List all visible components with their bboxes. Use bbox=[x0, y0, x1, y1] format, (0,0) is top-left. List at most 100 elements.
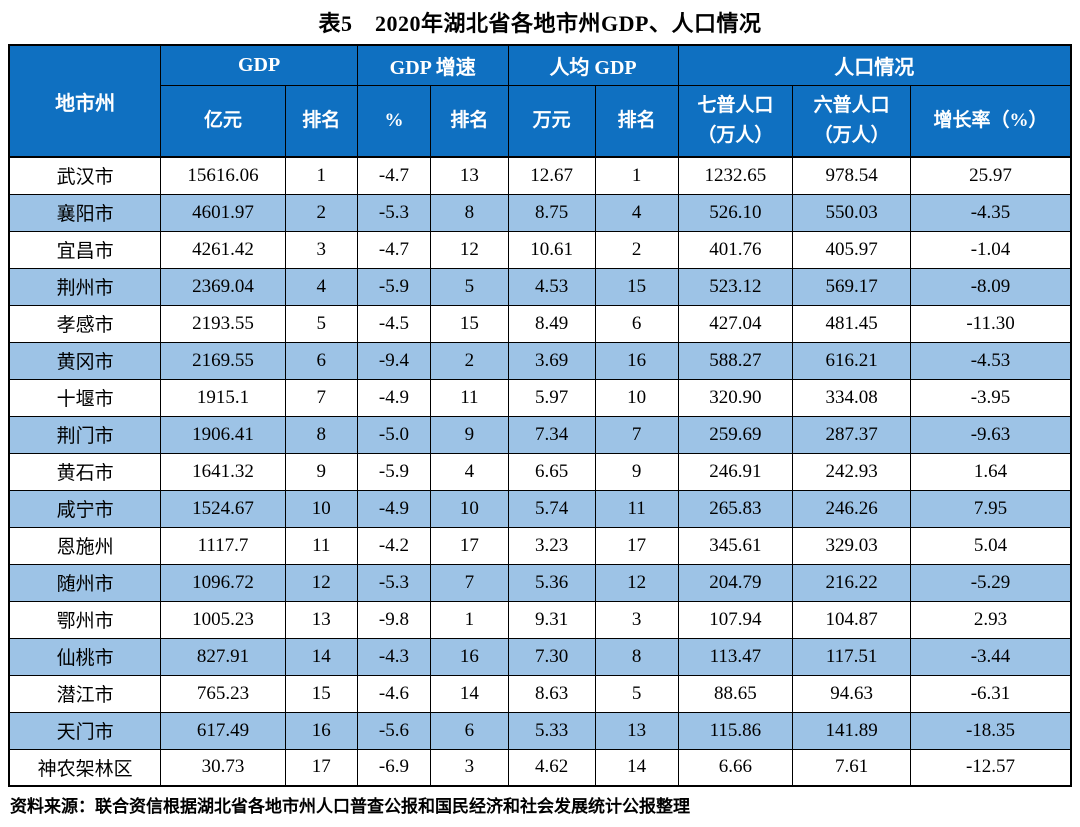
data-cell: 10.61 bbox=[507, 230, 596, 269]
data-cell: 617.49 bbox=[160, 711, 286, 750]
data-cell: 10 bbox=[284, 489, 358, 528]
data-cell: -4.9 bbox=[356, 489, 432, 528]
city-cell: 宜昌市 bbox=[8, 230, 162, 269]
data-cell: 1915.1 bbox=[160, 378, 286, 417]
data-cell: 405.97 bbox=[792, 230, 912, 269]
data-cell: 2.93 bbox=[910, 600, 1072, 639]
data-cell: 14 bbox=[284, 637, 358, 676]
data-cell: -5.29 bbox=[910, 563, 1072, 602]
table-row: 天门市 617.49 16 -5.6 6 5.33 13 115.86 141.89 -18.35 bbox=[8, 711, 1072, 750]
table-row: 宜昌市 4261.42 3 -4.7 12 10.61 2 401.76 405.97 -1.04 bbox=[8, 230, 1072, 269]
data-cell: -4.6 bbox=[356, 674, 432, 713]
data-cell: 1096.72 bbox=[160, 563, 286, 602]
data-cell: 16 bbox=[284, 711, 358, 750]
data-cell: -4.2 bbox=[356, 526, 432, 565]
data-cell: 5.33 bbox=[507, 711, 596, 750]
header-group-2: GDP 增速 bbox=[356, 44, 509, 86]
table-row: 神农架林区 30.73 17 -6.9 3 4.62 14 6.66 7.61 -12.57 bbox=[8, 748, 1072, 787]
city-cell: 襄阳市 bbox=[8, 193, 162, 232]
data-cell: 12 bbox=[594, 563, 679, 602]
header-group-4: 人口情况 bbox=[677, 44, 1072, 86]
data-cell: 1641.32 bbox=[160, 452, 286, 491]
data-cell: 265.83 bbox=[677, 489, 794, 528]
data-cell: -4.53 bbox=[910, 341, 1072, 380]
data-cell: -3.44 bbox=[910, 637, 1072, 676]
data-cell: 15 bbox=[594, 267, 679, 306]
data-cell: 4.53 bbox=[507, 267, 596, 306]
data-cell: 25.97 bbox=[910, 156, 1072, 195]
table-row: 恩施州 1117.7 11 -4.2 17 3.23 17 345.61 329.03 5.04 bbox=[8, 526, 1072, 565]
data-cell: 4 bbox=[430, 452, 509, 491]
data-cell: 15 bbox=[430, 304, 509, 343]
city-cell: 荆州市 bbox=[8, 267, 162, 306]
data-cell: 2 bbox=[430, 341, 509, 380]
data-cell: 1232.65 bbox=[677, 156, 794, 195]
data-cell: 88.65 bbox=[677, 674, 794, 713]
data-cell: 4 bbox=[284, 267, 358, 306]
data-cell: 259.69 bbox=[677, 415, 794, 454]
data-cell: 9 bbox=[594, 452, 679, 491]
data-cell: 1 bbox=[284, 156, 358, 195]
table-row: 武汉市 15616.06 1 -4.7 13 12.67 1 1232.65 978.54 25.… bbox=[8, 156, 1072, 195]
header-sub-6: 七普人口 （万人） bbox=[677, 84, 794, 158]
data-cell: 6 bbox=[594, 304, 679, 343]
data-cell: 7.61 bbox=[792, 748, 912, 787]
header-city-column: 地市州 bbox=[8, 44, 162, 158]
data-cell: 10 bbox=[594, 378, 679, 417]
data-cell: 6 bbox=[430, 711, 509, 750]
city-cell: 黄冈市 bbox=[8, 341, 162, 380]
data-cell: 17 bbox=[284, 748, 358, 787]
data-cell: 481.45 bbox=[792, 304, 912, 343]
data-cell: -4.35 bbox=[910, 193, 1072, 232]
city-cell: 荆门市 bbox=[8, 415, 162, 454]
data-cell: -4.7 bbox=[356, 230, 432, 269]
data-cell: 8 bbox=[284, 415, 358, 454]
data-cell: -11.30 bbox=[910, 304, 1072, 343]
data-cell: 242.93 bbox=[792, 452, 912, 491]
data-cell: 2193.55 bbox=[160, 304, 286, 343]
data-cell: 7 bbox=[284, 378, 358, 417]
data-cell: 5.97 bbox=[507, 378, 596, 417]
data-cell: 287.37 bbox=[792, 415, 912, 454]
data-cell: 9.31 bbox=[507, 600, 596, 639]
data-cell: -9.4 bbox=[356, 341, 432, 380]
data-cell: 15616.06 bbox=[160, 156, 286, 195]
data-cell: 5 bbox=[284, 304, 358, 343]
data-cell: 14 bbox=[430, 674, 509, 713]
data-cell: 5 bbox=[594, 674, 679, 713]
data-cell: 216.22 bbox=[792, 563, 912, 602]
data-cell: 5.36 bbox=[507, 563, 596, 602]
data-cell: 8 bbox=[594, 637, 679, 676]
data-cell: 3.23 bbox=[507, 526, 596, 565]
data-cell: 2169.55 bbox=[160, 341, 286, 380]
data-cell: -6.9 bbox=[356, 748, 432, 787]
data-cell: 569.17 bbox=[792, 267, 912, 306]
table-title: 表5 2020年湖北省各地市州GDP、人口情况 bbox=[318, 11, 762, 36]
data-cell: -3.95 bbox=[910, 378, 1072, 417]
data-cell: 334.08 bbox=[792, 378, 912, 417]
data-cell: 4261.42 bbox=[160, 230, 286, 269]
header-sub-5: 排名 bbox=[594, 84, 679, 158]
data-cell: 8.49 bbox=[507, 304, 596, 343]
source-note: 资料来源：联合资信根据湖北省各地市州人口普查公报和国民经济和社会发展统计公报整理 bbox=[10, 797, 690, 816]
data-cell: -5.0 bbox=[356, 415, 432, 454]
data-cell: 8.63 bbox=[507, 674, 596, 713]
data-cell: 10 bbox=[430, 489, 509, 528]
data-cell: 978.54 bbox=[792, 156, 912, 195]
data-cell: -18.35 bbox=[910, 711, 1072, 750]
header-sub-1: 排名 bbox=[284, 84, 358, 158]
city-cell: 仙桃市 bbox=[8, 637, 162, 676]
table-row: 仙桃市 827.91 14 -4.3 16 7.30 8 113.47 117.51 -3.44 bbox=[8, 637, 1072, 676]
city-cell: 恩施州 bbox=[8, 526, 162, 565]
city-cell: 神农架林区 bbox=[8, 748, 162, 787]
table-row: 荆州市 2369.04 4 -5.9 5 4.53 15 523.12 569.17 -8.09 bbox=[8, 267, 1072, 306]
data-cell: 12.67 bbox=[507, 156, 596, 195]
data-cell: 17 bbox=[430, 526, 509, 565]
data-cell: 11 bbox=[430, 378, 509, 417]
data-cell: 1 bbox=[430, 600, 509, 639]
data-cell: 2 bbox=[284, 193, 358, 232]
data-cell: 526.10 bbox=[677, 193, 794, 232]
data-cell: -5.9 bbox=[356, 267, 432, 306]
city-cell: 随州市 bbox=[8, 563, 162, 602]
data-cell: -4.9 bbox=[356, 378, 432, 417]
